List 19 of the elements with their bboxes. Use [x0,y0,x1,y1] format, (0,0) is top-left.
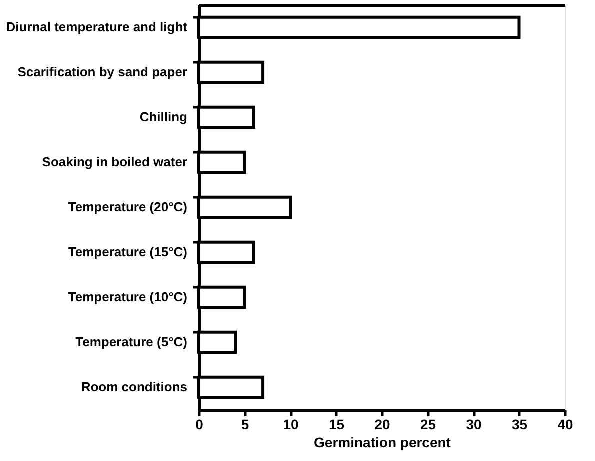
y-tick-label: Diurnal temperature and light [6,20,188,34]
x-axis-title: Germination percent [314,434,452,450]
x-tick-label: 35 [512,416,528,432]
x-tick-label: 0 [196,416,204,432]
x-tick-label: 25 [420,416,436,432]
x-tick-label: 20 [374,416,390,432]
y-tick-label: Scarification by sand paper [18,64,188,80]
x-tick-label: 5 [241,416,250,432]
x-tick-label: 30 [466,416,482,432]
y-tick-label: Temperature (15°C) [68,244,188,260]
y-tick-label: Room conditions [81,380,188,394]
x-tick-label: 40 [558,416,574,432]
x-tick-label: 15 [328,416,345,432]
y-tick-label: Temperature (5°C) [76,334,188,350]
y-tick-label: Soaking in boiled water [42,154,188,170]
y-tick-label: Temperature (10°C) [68,290,188,304]
y-tick-label: Chilling [140,110,188,124]
y-tick-label: Temperature (20°C) [68,200,188,214]
x-tick-label: 10 [283,416,299,432]
